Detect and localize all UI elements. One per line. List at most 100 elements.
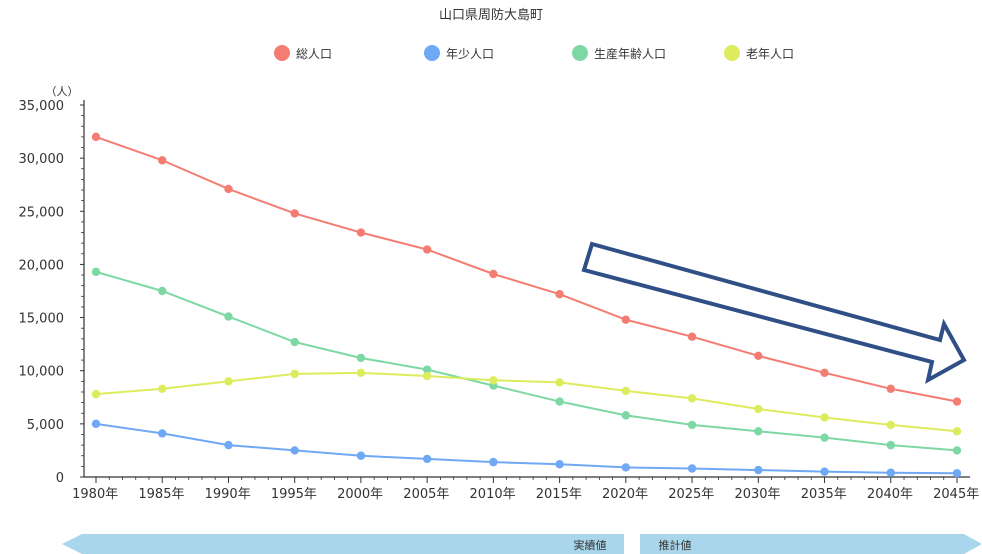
data-point: [422, 365, 432, 374]
legend-item: 年少人口: [424, 45, 494, 61]
y-axis-unit: （人）: [46, 85, 79, 98]
legend-label: 年少人口: [446, 47, 494, 61]
data-point: [886, 468, 895, 477]
data-point: [555, 378, 564, 387]
x-tick-label: 2020年: [602, 487, 648, 502]
legend-item: 総人口: [274, 45, 332, 61]
data-point: [820, 368, 829, 378]
series-line: [95, 371, 958, 433]
legend-marker: [572, 45, 588, 61]
data-point: [290, 446, 299, 455]
data-point: [290, 369, 299, 379]
data-point: [356, 228, 366, 237]
data-point: [555, 460, 564, 469]
y-tick-label: 15,000: [19, 312, 65, 327]
series-line: [95, 270, 958, 452]
data-point: [886, 420, 895, 430]
legend-item: 老年人口: [724, 45, 794, 61]
x-tick-label: 1990年: [205, 487, 251, 502]
data-point: [687, 420, 697, 430]
data-point: [754, 465, 763, 475]
data-point: [158, 384, 167, 393]
data-point: [621, 411, 631, 420]
data-point: [356, 353, 366, 363]
data-point: [754, 351, 763, 361]
y-tick-label: 0: [56, 471, 64, 486]
legend-label: 老年人口: [746, 47, 794, 61]
legend-marker: [274, 45, 290, 61]
chart-title: 山口県周防大島町: [439, 7, 543, 23]
data-point: [422, 371, 432, 381]
data-point: [687, 464, 697, 473]
data-point: [356, 451, 366, 460]
data-point: [158, 429, 167, 438]
x-tick-label: 2015年: [536, 487, 582, 502]
y-tick-label: 20,000: [19, 258, 65, 273]
actual-period-band: [62, 534, 624, 554]
data-point: [158, 286, 167, 296]
y-tick-label: 30,000: [19, 152, 65, 167]
data-point: [555, 397, 564, 406]
data-point: [91, 132, 101, 142]
data-point: [489, 269, 498, 279]
data-point: [886, 440, 895, 450]
data-point: [224, 440, 233, 450]
data-point: [224, 377, 233, 386]
data-point: [687, 394, 697, 403]
legend-marker: [424, 45, 440, 61]
data-point: [91, 389, 101, 399]
series-line: [95, 422, 958, 475]
data-point: [621, 315, 631, 324]
legend: 総人口 年少人口 生産年齢人口 老年人口: [274, 45, 794, 61]
data-point: [224, 184, 233, 194]
legend-marker: [724, 45, 740, 61]
x-tick-label: 2005年: [403, 487, 449, 502]
axes: 0 5,000 10,000 15,000 20,000 25,000 30,000 35,0…: [19, 99, 980, 502]
data-point: [687, 332, 697, 341]
legend-label: 生産年齢人口: [594, 46, 666, 61]
data-point: [555, 289, 564, 299]
data-point: [820, 433, 829, 442]
data-point: [422, 245, 432, 254]
data-point: [820, 413, 829, 422]
series-layer: [91, 132, 962, 478]
actual-period-label: 実績値: [574, 538, 607, 552]
data-point: [290, 209, 299, 218]
data-point: [224, 312, 233, 321]
data-point: [422, 454, 432, 464]
data-point: [952, 446, 962, 455]
x-tick-label: 1985年: [138, 487, 184, 502]
y-tick-label: 25,000: [19, 205, 65, 220]
legend-item: 生産年齢人口: [572, 45, 666, 61]
data-point: [820, 467, 829, 476]
data-point: [754, 427, 763, 436]
x-tick-label: 2040年: [867, 487, 913, 502]
y-tick-label: 35,000: [19, 99, 65, 114]
data-point: [621, 386, 631, 396]
series-line: [95, 135, 958, 403]
data-point: [91, 267, 101, 277]
forecast-period-label: 推計値: [659, 538, 692, 552]
data-point: [489, 457, 498, 467]
data-point: [158, 156, 167, 165]
legend-label: 総人口: [296, 47, 332, 61]
data-point: [952, 427, 962, 436]
data-point: [886, 384, 895, 393]
x-tick-label: 2035年: [801, 487, 847, 502]
x-tick-label: 2000年: [337, 487, 383, 502]
y-tick-label: 5,000: [27, 418, 64, 433]
data-point: [356, 368, 366, 378]
data-point: [489, 376, 498, 385]
data-point: [754, 404, 763, 414]
data-point: [952, 469, 962, 478]
data-point: [952, 397, 962, 406]
x-tick-label: 2045年: [933, 487, 979, 502]
x-tick-label: 2010年: [470, 487, 516, 502]
y-tick-label: 10,000: [19, 365, 65, 380]
data-point: [91, 419, 101, 429]
x-tick-label: 2030年: [734, 487, 780, 502]
data-point: [621, 463, 631, 472]
x-tick-label: 1980年: [72, 487, 118, 502]
forecast-period-band: [640, 534, 982, 554]
